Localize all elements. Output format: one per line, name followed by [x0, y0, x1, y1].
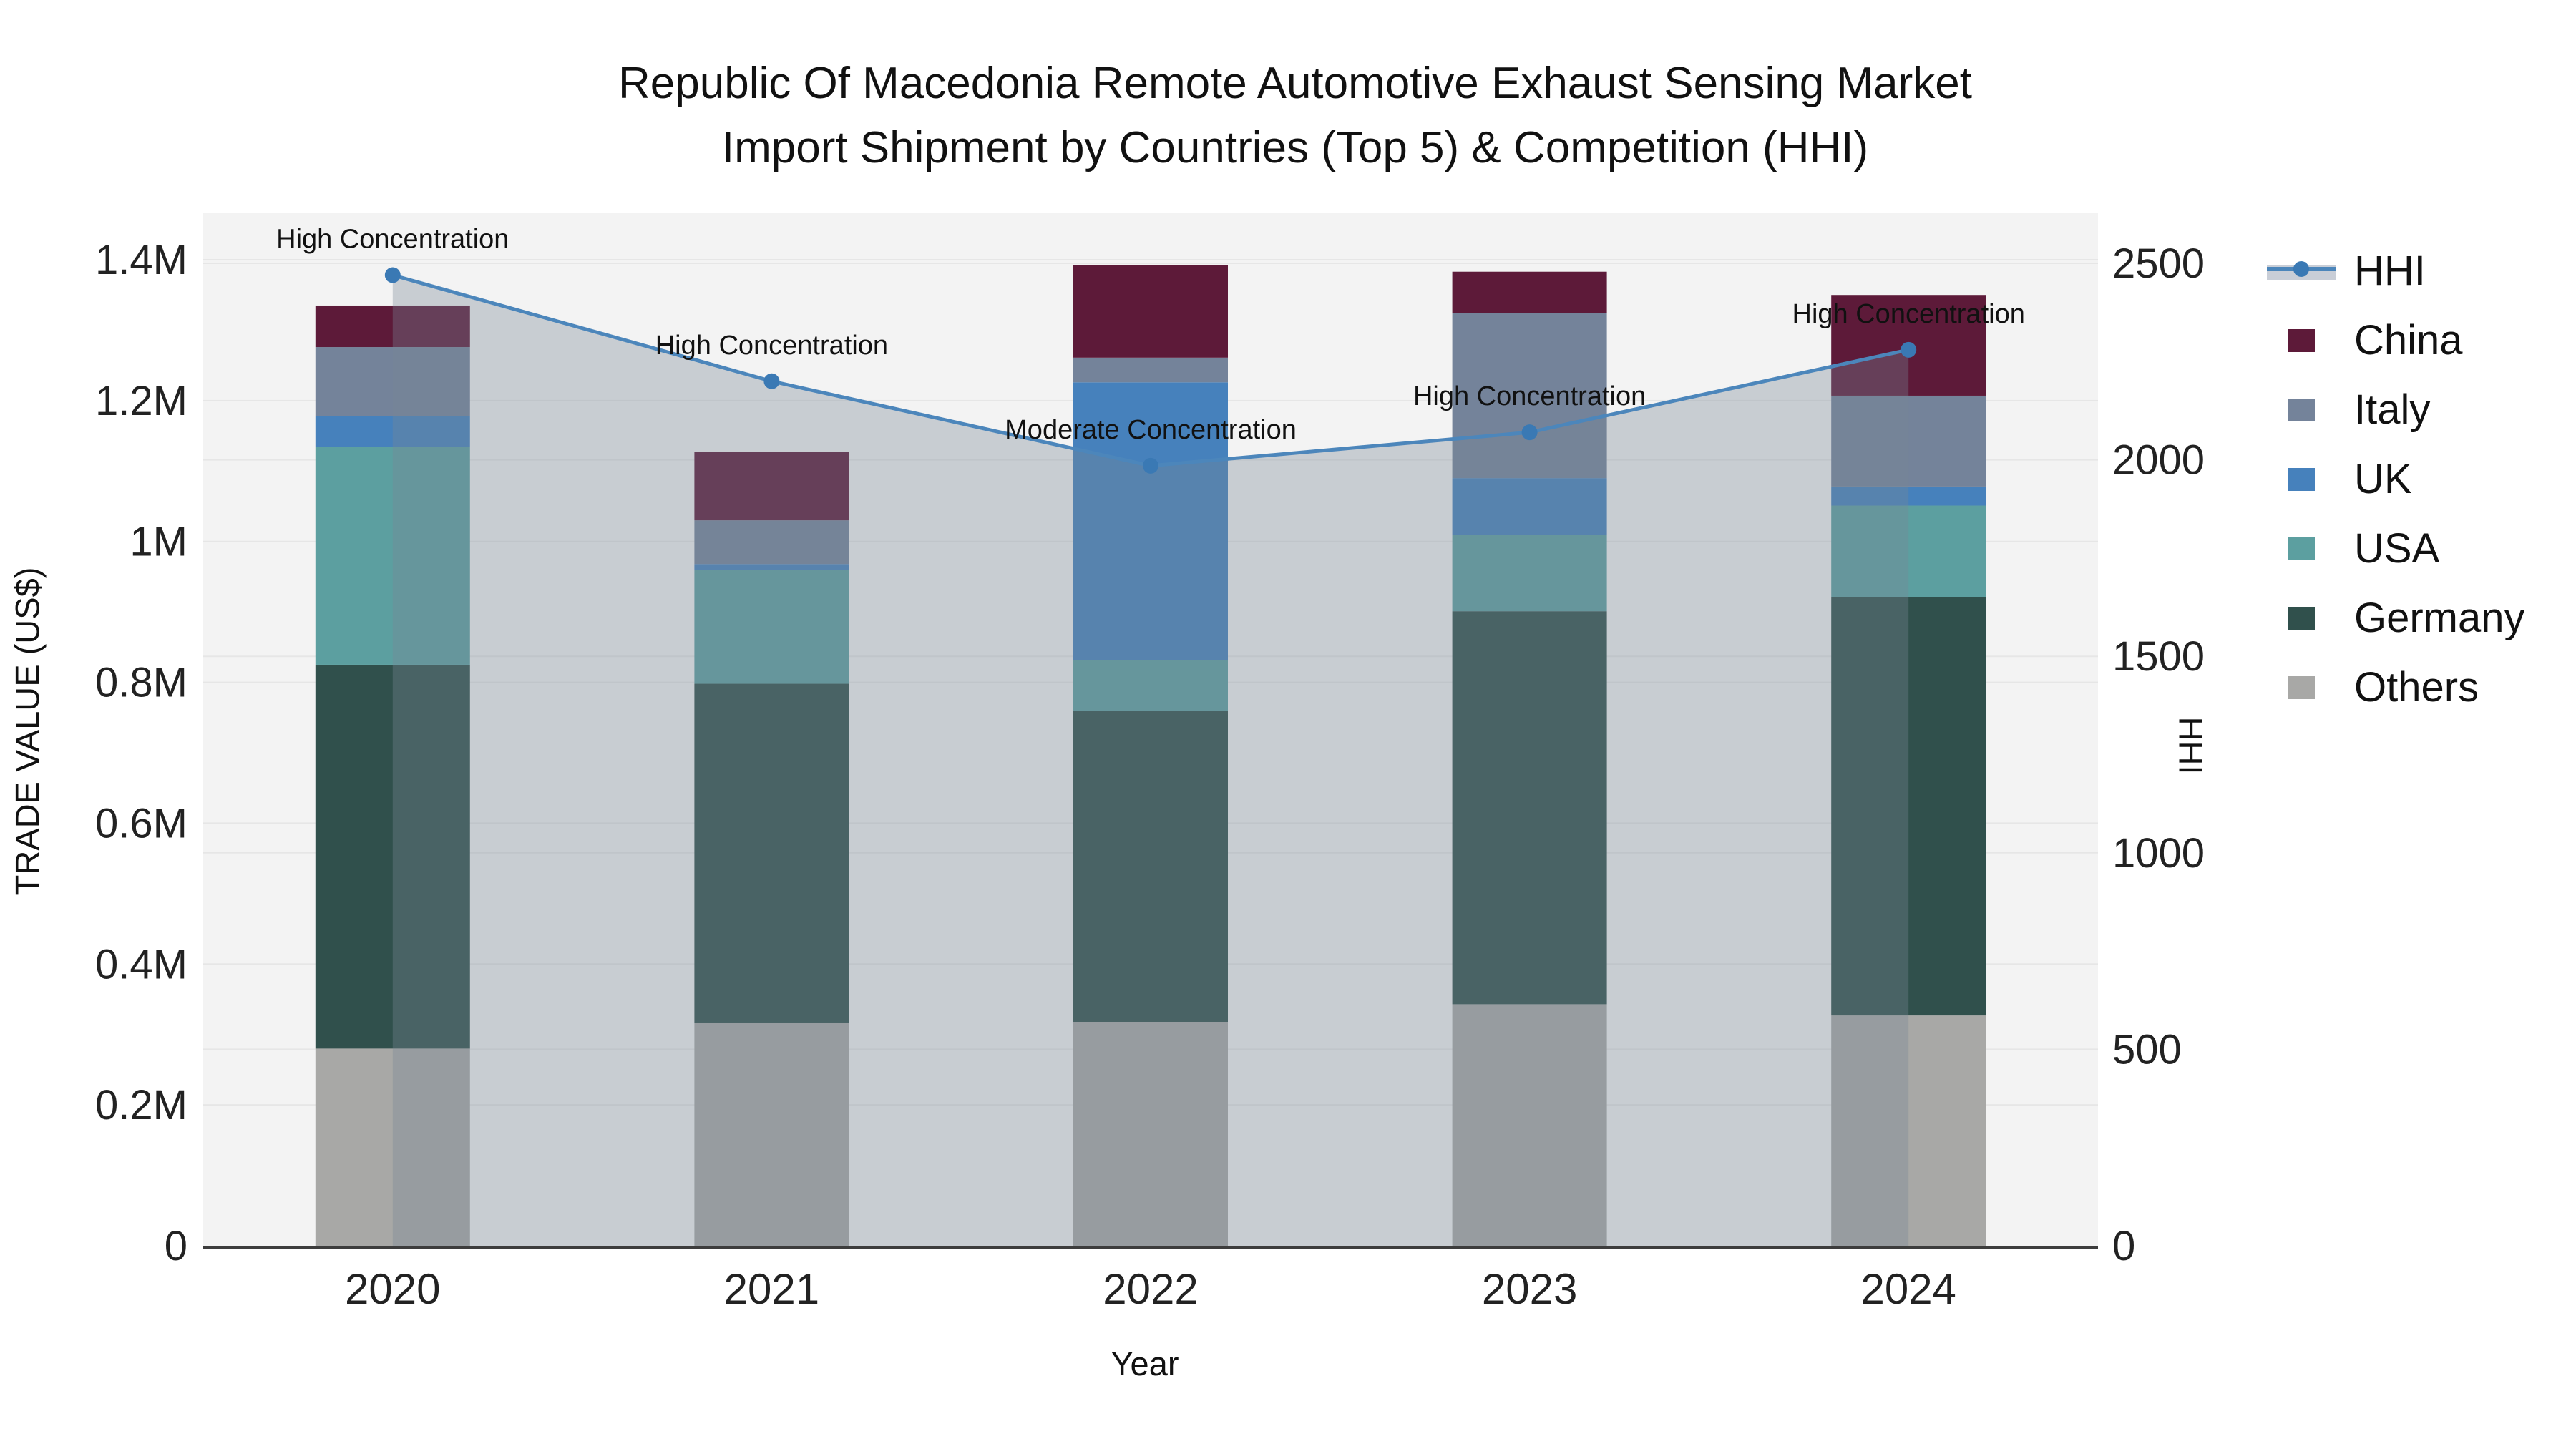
bar-segment-china-2021 — [694, 452, 849, 521]
hhi-area-fill — [392, 275, 1909, 1246]
x-tick-label-2023: 2023 — [1482, 1265, 1577, 1313]
italy-color-swatch — [2267, 398, 2336, 421]
x-tick-label-2022: 2022 — [1103, 1265, 1198, 1313]
bar-segment-others-2024 — [1831, 1015, 1986, 1246]
y-left-axis-title: TRADE VALUE (US$) — [8, 567, 47, 896]
legend-item-italy[interactable]: Italy — [2267, 375, 2525, 444]
legend-item-uk[interactable]: UK — [2267, 444, 2525, 514]
hhi-marker-2021 — [763, 373, 780, 389]
bar-segment-italy-2022 — [1073, 357, 1228, 383]
bar-segment-others-2023 — [1452, 1004, 1607, 1246]
chart-title-line2: Import Shipment by Countries (Top 5) & C… — [721, 123, 1869, 172]
bar-segment-others-2021 — [694, 1022, 849, 1246]
hhi-marker-2020 — [384, 267, 401, 283]
y-right-tick-label: 1500 — [2112, 633, 2205, 680]
bar-segment-germany-2024 — [1831, 597, 1986, 1016]
y-left-tick-label: 0.6M — [95, 800, 187, 847]
bar-segment-usa-2021 — [694, 570, 849, 684]
legend-item-usa[interactable]: USA — [2267, 514, 2525, 583]
hhi-marker-2023 — [1521, 424, 1538, 441]
annotation-2024: High Concentration — [1792, 299, 2025, 329]
bar-segment-china-2023 — [1452, 271, 1607, 313]
legend-label: UK — [2354, 456, 2412, 502]
annotation-2020: High Concentration — [276, 224, 509, 254]
y-left-tick-label: 1M — [130, 519, 187, 565]
y-left-tick-label: 0.4M — [95, 941, 187, 987]
x-axis-title: Year — [1111, 1345, 1179, 1382]
bar-segment-germany-2023 — [1452, 611, 1607, 1005]
bar-segment-italy-2021 — [694, 520, 849, 565]
bar-segment-germany-2021 — [694, 683, 849, 1023]
y-right-tick-label: 500 — [2112, 1026, 2182, 1073]
legend-label: USA — [2354, 525, 2440, 572]
bar-segment-germany-2022 — [1073, 711, 1228, 1022]
y-left-tick-label: 0.2M — [95, 1082, 187, 1128]
y-right-tick-label: 2500 — [2112, 240, 2205, 287]
legend-label: Others — [2354, 664, 2479, 711]
x-tick-label-2020: 2020 — [345, 1265, 440, 1313]
bar-segment-italy-2023 — [1452, 313, 1607, 479]
legend-label: China — [2354, 317, 2463, 364]
legend: HHI China Italy UK USA Germany Others — [2267, 236, 2525, 722]
bar-segment-china-2020 — [315, 305, 470, 348]
others-color-swatch — [2267, 675, 2336, 699]
y-left-tick-label: 1.2M — [95, 378, 187, 424]
uk-color-swatch — [2267, 467, 2336, 491]
legend-item-hhi[interactable]: HHI — [2267, 236, 2525, 306]
legend-label: Germany — [2354, 595, 2525, 641]
bar-segment-others-2022 — [1073, 1021, 1228, 1246]
bar-segment-germany-2020 — [315, 664, 470, 1049]
y-right-axis-title: HHI — [2172, 716, 2210, 775]
bar-segment-usa-2023 — [1452, 535, 1607, 612]
legend-item-others[interactable]: Others — [2267, 653, 2525, 722]
y-right-tick-label: 2000 — [2112, 437, 2205, 484]
bar-segment-uk-2022 — [1073, 382, 1228, 660]
legend-item-germany[interactable]: Germany — [2267, 583, 2525, 653]
germany-color-swatch — [2267, 606, 2336, 630]
bar-segment-uk-2024 — [1831, 486, 1986, 506]
y-left-tick-label: 1.4M — [95, 237, 187, 283]
bar-segment-usa-2024 — [1831, 505, 1986, 597]
bar-segment-china-2022 — [1073, 265, 1228, 358]
chart-title: Republic Of Macedonia Remote Automotive … — [0, 52, 2576, 180]
bar-segment-italy-2020 — [315, 347, 470, 416]
legend-label: Italy — [2354, 386, 2431, 433]
x-tick-label-2021: 2021 — [724, 1265, 819, 1313]
x-tick-label-2024: 2024 — [1860, 1265, 1956, 1313]
bar-segment-italy-2024 — [1831, 395, 1986, 487]
hhi-line-swatch — [2267, 258, 2336, 284]
annotation-2021: High Concentration — [655, 331, 888, 361]
bar-segment-usa-2020 — [315, 447, 470, 665]
china-color-swatch — [2267, 328, 2336, 352]
annotation-2022: Moderate Concentration — [1005, 415, 1297, 445]
usa-color-swatch — [2267, 537, 2336, 560]
bar-segment-usa-2022 — [1073, 660, 1228, 711]
y-right-tick-label: 0 — [2112, 1223, 2135, 1269]
y-left-tick-label: 0 — [165, 1223, 187, 1269]
bar-segment-uk-2023 — [1452, 478, 1607, 535]
hhi-marker-2024 — [1901, 341, 1917, 358]
y-right-tick-label: 1000 — [2112, 830, 2205, 877]
legend-item-china[interactable]: China — [2267, 306, 2525, 375]
chart-title-line1: Republic Of Macedonia Remote Automotive … — [618, 59, 1972, 108]
bar-segment-uk-2020 — [315, 416, 470, 447]
hhi-marker-2022 — [1143, 457, 1158, 474]
bar-segment-uk-2021 — [694, 564, 849, 570]
bar-segment-others-2020 — [315, 1048, 470, 1246]
y-left-tick-label: 0.8M — [95, 660, 187, 706]
legend-label: HHI — [2354, 248, 2426, 294]
annotation-2023: High Concentration — [1413, 381, 1646, 411]
